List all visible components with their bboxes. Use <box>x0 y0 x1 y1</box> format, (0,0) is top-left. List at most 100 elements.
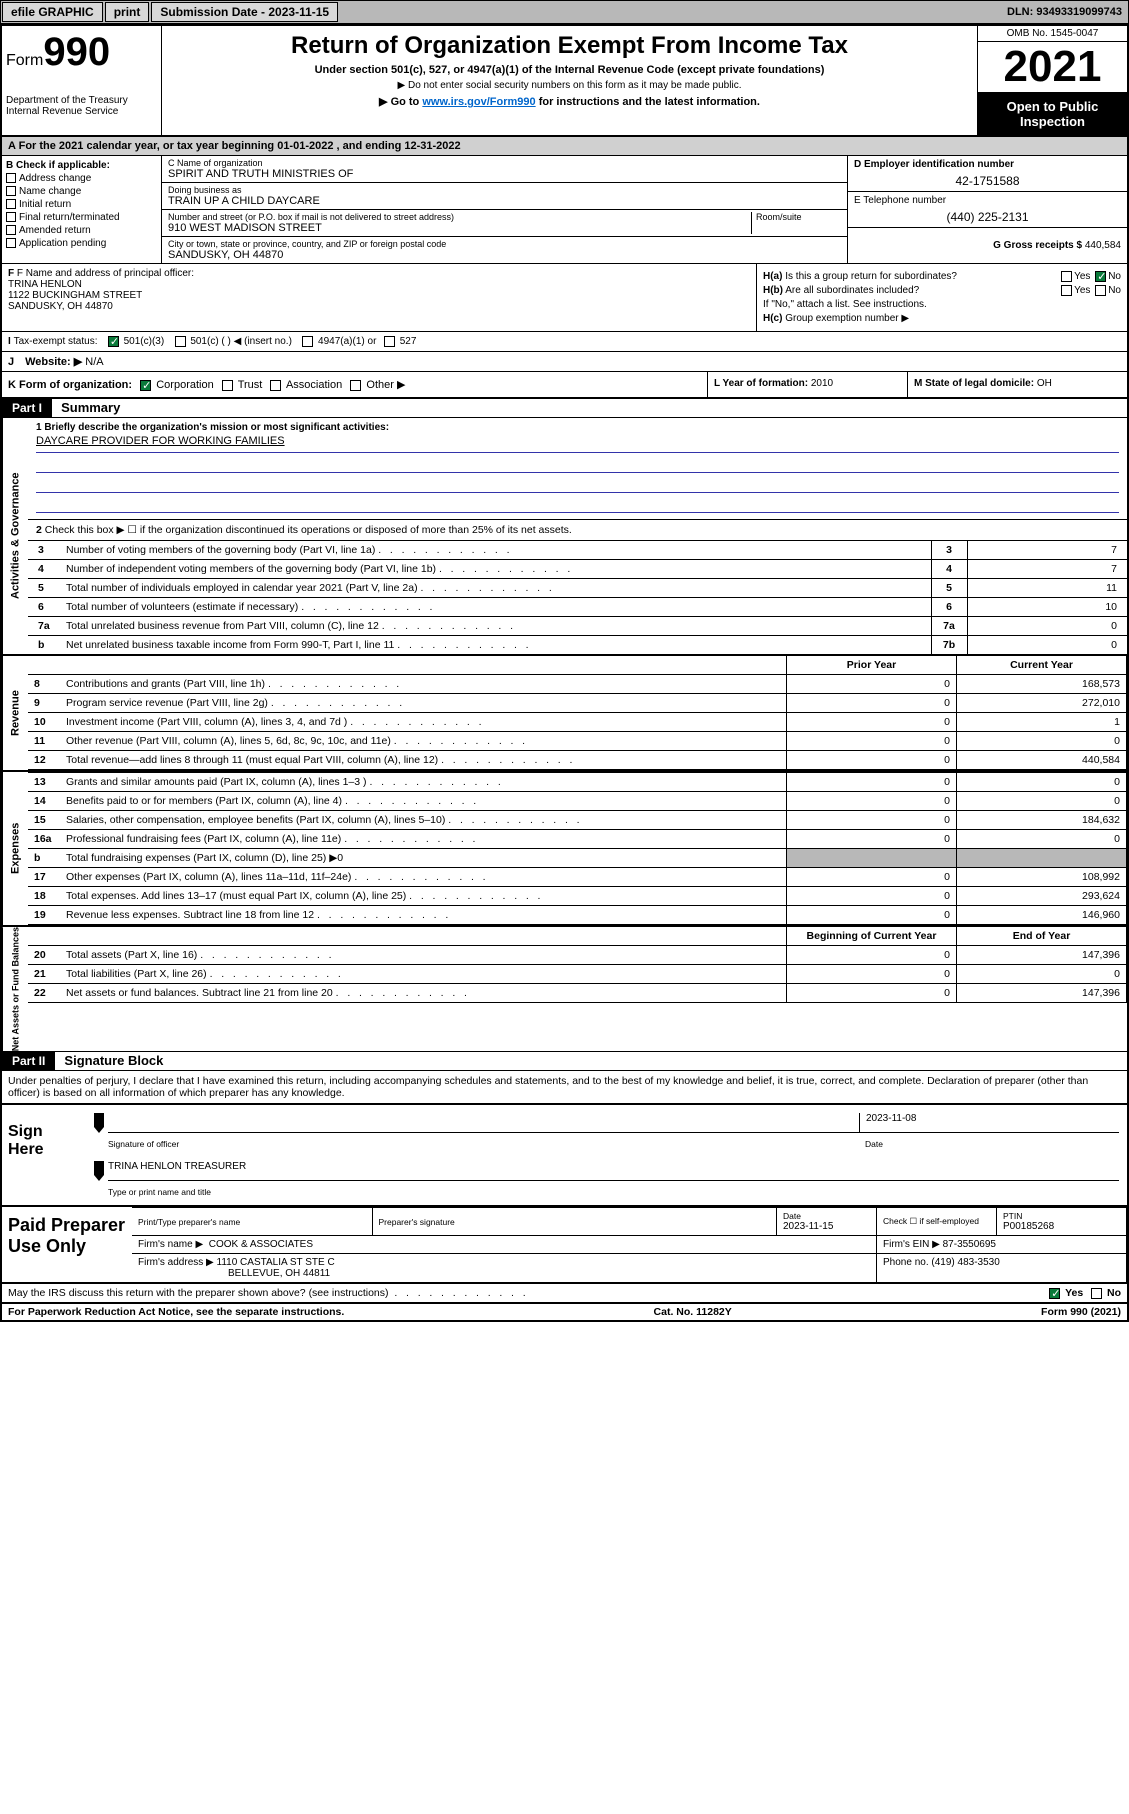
line-2-text: Check this box ▶ ☐ if the organization d… <box>45 524 572 536</box>
net-assets-table: Beginning of Current Year End of Year 20… <box>28 927 1127 1003</box>
preparer-name-label: Print/Type preparer's name <box>138 1217 366 1227</box>
tax-exempt-label: Tax-exempt status: <box>14 336 98 347</box>
gross-cell: G Gross receipts $ 440,584 <box>848 228 1127 254</box>
hb-yes-checkbox[interactable] <box>1061 285 1072 296</box>
paperwork-text: For Paperwork Reduction Act Notice, see … <box>8 1306 344 1318</box>
col-prior-year: Prior Year <box>787 656 957 675</box>
chk-501c[interactable] <box>175 336 186 347</box>
section-f-h: F F Name and address of principal office… <box>2 264 1127 332</box>
form-header: Form990 Department of the Treasury Inter… <box>2 26 1127 137</box>
chk-association[interactable] <box>270 380 281 391</box>
chk-527[interactable] <box>384 336 395 347</box>
hb-yes-label: Yes <box>1074 285 1090 296</box>
officer-addr1: 1122 BUCKINGHAM STREET <box>8 290 750 301</box>
paid-preparer-block: Paid Preparer Use Only Print/Type prepar… <box>2 1207 1127 1283</box>
box-f: F F Name and address of principal office… <box>2 264 757 331</box>
chk-corporation[interactable] <box>140 380 151 391</box>
city-label: City or town, state or province, country… <box>168 239 841 249</box>
firm-ein-value: 87-3550695 <box>943 1239 996 1250</box>
mission-block: 1 Briefly describe the organization's mi… <box>28 418 1127 520</box>
lbl-name-change: Name change <box>19 186 81 197</box>
hb-note: If "No," attach a list. See instructions… <box>763 299 1121 310</box>
dln-label: DLN: 93493319099743 <box>1001 4 1128 20</box>
table-row: bNet unrelated business taxable income f… <box>28 636 1127 655</box>
preparer-sig-cell: Preparer's signature <box>372 1208 777 1236</box>
hb-label: H(b) <box>763 285 783 296</box>
box-i: I Tax-exempt status: 501(c)(3) 501(c) ( … <box>2 332 1127 351</box>
table-row: bTotal fundraising expenses (Part IX, co… <box>28 849 1127 868</box>
discuss-text: May the IRS discuss this return with the… <box>8 1287 389 1299</box>
table-row: 5Total number of individuals employed in… <box>28 579 1127 598</box>
revenue-section: Revenue Prior Year Current Year 8Contrib… <box>2 656 1127 772</box>
chk-application-pending[interactable] <box>6 238 16 248</box>
table-row: 21Total liabilities (Part X, line 26)00 <box>28 965 1127 984</box>
chk-initial-return[interactable] <box>6 199 16 209</box>
chk-name-change[interactable] <box>6 186 16 196</box>
hb-no-checkbox[interactable] <box>1095 285 1106 296</box>
chk-trust[interactable] <box>222 380 233 391</box>
form-subtitle: Under section 501(c), 527, or 4947(a)(1)… <box>168 64 971 76</box>
firm-addr1-value: 1110 CASTALIA ST STE C <box>217 1257 335 1268</box>
tax-year: 2021 <box>978 42 1127 93</box>
revenue-table: Prior Year Current Year 8Contributions a… <box>28 656 1127 770</box>
chk-amended-return[interactable] <box>6 225 16 235</box>
activities-governance-section: Activities & Governance 1 Briefly descri… <box>2 418 1127 656</box>
line-2: 2 Check this box ▶ ☐ if the organization… <box>28 520 1127 540</box>
chk-address-change[interactable] <box>6 173 16 183</box>
form-id-block: Form990 Department of the Treasury Inter… <box>2 26 162 135</box>
discuss-yes-checkbox[interactable] <box>1049 1288 1060 1299</box>
mission-blank-3 <box>36 495 1119 513</box>
lbl-4947: 4947(a)(1) or <box>318 336 376 347</box>
discuss-yes-label: Yes <box>1065 1287 1083 1299</box>
perjury-statement: Under penalties of perjury, I declare th… <box>2 1071 1127 1105</box>
tel-cell: E Telephone number (440) 225-2131 <box>848 192 1127 228</box>
chk-other[interactable] <box>350 380 361 391</box>
section-j: J Website: ▶ N/A <box>2 352 1127 372</box>
ha-yes-checkbox[interactable] <box>1061 271 1072 282</box>
print-button[interactable]: print <box>105 2 150 22</box>
lbl-501c: 501(c) ( ) ◀ (insert no.) <box>190 336 292 347</box>
col-current-year: Current Year <box>957 656 1127 675</box>
street-label: Number and street (or P.O. box if mail i… <box>168 212 751 222</box>
part2-title: Signature Block <box>58 1053 163 1068</box>
city-value: SANDUSKY, OH 44870 <box>168 249 841 261</box>
table-row: 17Other expenses (Part IX, column (A), l… <box>28 868 1127 887</box>
lbl-501c3: 501(c)(3) <box>124 336 165 347</box>
box-d-e-g: D Employer identification number 42-1751… <box>847 156 1127 263</box>
sign-here-label: Sign Here <box>2 1105 82 1205</box>
box-c-d: C Name of organization SPIRIT AND TRUTH … <box>162 156 1127 263</box>
box-k-label: K Form of organization: <box>8 379 132 391</box>
ptin-cell: PTIN P00185268 <box>997 1208 1127 1236</box>
firm-addr-cell: Firm's address ▶ 1110 CASTALIA ST STE C … <box>132 1254 877 1283</box>
print-name-label: Type or print name and title <box>108 1187 1119 1197</box>
org-name-value: SPIRIT AND TRUTH MINISTRIES OF <box>168 168 841 180</box>
side-label-revenue: Revenue <box>2 656 28 770</box>
chk-501c3[interactable] <box>108 336 119 347</box>
cat-no: Cat. No. 11282Y <box>654 1306 732 1318</box>
irs-label: Internal Revenue Service <box>6 106 157 117</box>
efile-graphic-label: efile GRAPHIC <box>2 2 103 22</box>
ein-value: 42-1751588 <box>854 174 1121 188</box>
ha-text: Is this a group return for subordinates? <box>785 271 957 282</box>
chk-final-return[interactable] <box>6 212 16 222</box>
discuss-no-checkbox[interactable] <box>1091 1288 1102 1299</box>
governance-table: 3Number of voting members of the governi… <box>28 540 1127 654</box>
ha-label: H(a) <box>763 271 782 282</box>
lbl-address-change: Address change <box>19 173 91 184</box>
lbl-association: Association <box>286 379 342 391</box>
section-bcd: B Check if applicable: Address change Na… <box>2 156 1127 264</box>
form-year-block: OMB No. 1545-0047 2021 Open to Public In… <box>977 26 1127 135</box>
note2-pre: ▶ Go to <box>379 96 422 108</box>
ha-no-checkbox[interactable] <box>1095 271 1106 282</box>
dba-value: TRAIN UP A CHILD DAYCARE <box>168 195 841 207</box>
chk-4947[interactable] <box>302 336 313 347</box>
discuss-row: May the IRS discuss this return with the… <box>2 1283 1127 1302</box>
box-f-label: F Name and address of principal officer: <box>17 268 194 279</box>
officer-name: TRINA HENLON <box>8 279 750 290</box>
mission-value: DAYCARE PROVIDER FOR WORKING FAMILIES <box>36 435 1119 453</box>
sign-here-block: Sign Here 2023-11-08 Signature of office… <box>2 1105 1127 1207</box>
irs-form990-link[interactable]: www.irs.gov/Form990 <box>422 96 535 108</box>
tax-year-text: For the 2021 calendar year, or tax year … <box>19 140 461 152</box>
table-row: 9Program service revenue (Part VIII, lin… <box>28 694 1127 713</box>
hb-text: Are all subordinates included? <box>785 285 919 296</box>
